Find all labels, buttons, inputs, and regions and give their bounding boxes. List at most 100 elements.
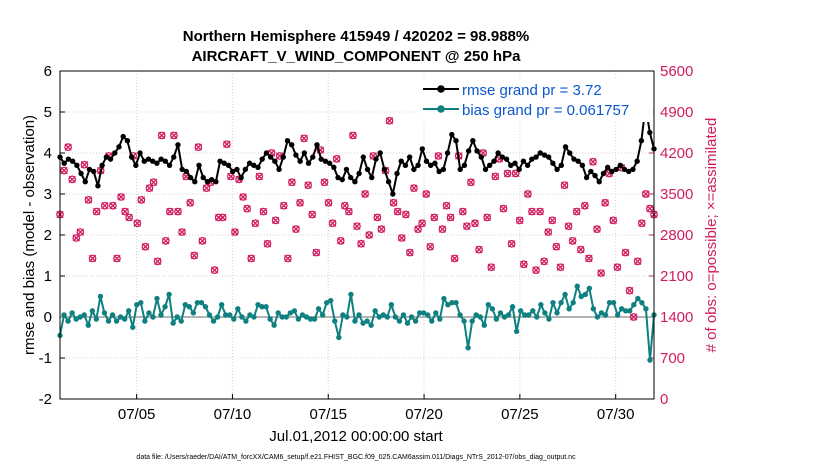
obs-assimilated-marker	[430, 213, 438, 222]
obs-assimilated-marker	[64, 143, 72, 151]
rmse-point	[482, 166, 489, 173]
bias-point	[610, 299, 617, 306]
obs-possible-marker	[170, 131, 178, 140]
obs-assimilated-marker	[544, 228, 552, 236]
obs-possible-marker	[532, 266, 540, 274]
obs-assimilated-marker	[638, 219, 646, 227]
bias-point	[142, 318, 148, 324]
obs-assimilated-marker	[528, 207, 536, 216]
obs-assimilated-marker	[186, 199, 194, 207]
bias-point	[627, 308, 633, 314]
obs-assimilated-marker	[398, 234, 406, 242]
rmse-point	[103, 154, 110, 160]
x-tick-label: 07/10	[214, 406, 252, 423]
obs-assimilated-marker	[332, 155, 341, 163]
rmse-point	[251, 162, 257, 168]
rmse-point	[255, 164, 261, 171]
rmse-point	[217, 158, 223, 164]
bias-point	[445, 302, 451, 308]
rmse-point	[99, 162, 105, 168]
rmse-point	[263, 150, 270, 156]
bias-point	[287, 310, 294, 316]
obs-possible-marker	[377, 225, 386, 233]
obs-assimilated-marker	[101, 202, 109, 210]
obs-possible-marker	[434, 152, 443, 160]
obs-assimilated-marker	[556, 263, 565, 271]
rmse-point	[259, 156, 265, 162]
rmse-point	[137, 150, 143, 156]
bias-point	[562, 291, 568, 298]
y-left-tick-label: 5	[44, 104, 52, 121]
chart-title-line1: Northern Hemisphere 415949 / 420202 = 98…	[183, 28, 529, 45]
rmse-point	[470, 138, 476, 144]
legend: rmse grand pr = 3.72 bias grand pr = 0.0…	[418, 78, 653, 122]
obs-assimilated-marker	[353, 222, 361, 230]
obs-possible-marker	[450, 254, 459, 263]
rmse-point	[596, 179, 602, 185]
rmse-point	[318, 156, 324, 162]
y-left-tick-label: 3	[44, 186, 52, 203]
bias-point	[121, 316, 128, 322]
obs-assimilated-marker	[377, 225, 386, 233]
rmse-point	[192, 179, 198, 185]
y-right-axis-label: # of obs: o=possible; ×=assimilated	[703, 118, 720, 353]
rmse-point	[74, 162, 80, 168]
obs-possible-marker	[308, 210, 317, 219]
x-tick-labels: 07/05 07/10 07/15 07/20 07/25 07/30	[118, 406, 635, 423]
rmse-point	[415, 162, 421, 168]
rmse-point	[406, 154, 413, 160]
bias-point	[328, 297, 334, 304]
x-tick-label: 07/30	[597, 406, 635, 423]
bias-point	[291, 308, 298, 314]
obs-assimilated-marker	[609, 216, 617, 225]
obs-possible-marker	[292, 225, 300, 233]
obs-possible-marker	[462, 222, 471, 231]
y-left-tick-label: 2	[44, 227, 52, 244]
rmse-point	[196, 162, 202, 168]
bias-point	[497, 310, 504, 316]
obs-assimilated-marker	[141, 243, 150, 251]
rmse-point	[554, 166, 560, 173]
obs-assimilated-marker	[345, 207, 353, 216]
obs-assimilated-marker	[548, 216, 556, 225]
obs-assimilated-marker	[312, 248, 320, 257]
obs-assimilated-marker	[536, 207, 544, 216]
bias-point	[336, 334, 342, 341]
bias-point	[154, 295, 160, 302]
obs-possible-marker	[328, 219, 337, 228]
obs-possible-marker	[202, 184, 211, 192]
obs-possible-marker	[178, 228, 186, 236]
obs-assimilated-marker	[72, 234, 80, 242]
obs-possible-marker	[393, 207, 402, 216]
bias-point	[174, 314, 180, 320]
obs-possible-marker	[406, 248, 414, 257]
rmse-point	[272, 158, 278, 164]
obs-assimilated-marker	[60, 166, 68, 175]
obs-assimilated-marker	[88, 254, 97, 263]
x-tick-label: 07/05	[118, 406, 156, 423]
obs-possible-marker	[491, 172, 500, 181]
obs-possible-marker	[389, 198, 398, 207]
obs-assimilated-marker	[162, 237, 170, 245]
obs-possible-marker	[540, 257, 549, 266]
rmse-point	[267, 154, 274, 160]
obs-possible-marker	[483, 213, 492, 222]
obs-possible-marker	[251, 219, 260, 228]
obs-possible-marker	[568, 237, 577, 245]
bias-point	[582, 291, 589, 298]
obs-assimilated-marker	[271, 216, 280, 225]
obs-possible-marker	[601, 198, 610, 207]
legend-bias-marker	[437, 105, 445, 113]
obs-assimilated-marker	[467, 178, 475, 186]
obs-possible-marker	[556, 263, 565, 272]
bias-point	[477, 314, 483, 320]
obs-possible-marker	[642, 190, 650, 198]
rmse-point	[571, 156, 577, 162]
bias-point	[247, 312, 253, 318]
bias-point	[271, 322, 277, 328]
bias-point	[235, 306, 241, 312]
obs-possible-marker	[519, 260, 528, 269]
obs-assimilated-marker	[149, 178, 158, 186]
rmse-point	[529, 156, 535, 162]
bias-point	[623, 308, 629, 314]
